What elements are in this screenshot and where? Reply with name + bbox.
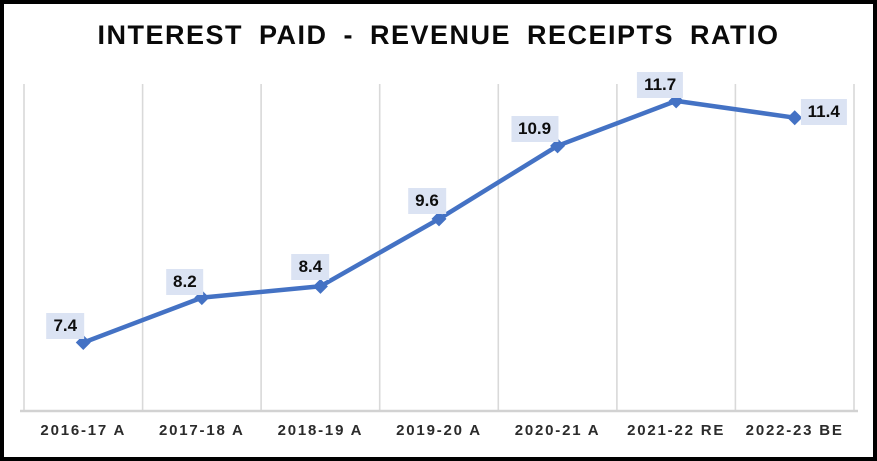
- data-point-marker: [550, 138, 566, 154]
- chart-title: INTEREST PAID - REVENUE RECEIPTS RATIO: [97, 20, 780, 50]
- data-point-marker: [75, 335, 91, 351]
- data-point-marker: [787, 110, 803, 126]
- data-point-marker: [431, 211, 447, 227]
- data-point-marker: [194, 290, 210, 306]
- data-point-marker: [668, 93, 684, 109]
- data-point-marker: [312, 278, 328, 294]
- line-chart-plot: [20, 84, 858, 413]
